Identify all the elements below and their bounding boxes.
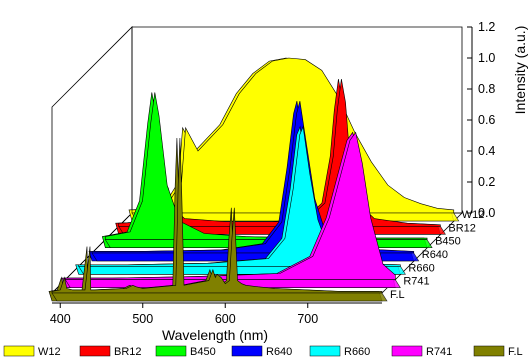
legend-swatch [391,345,423,357]
y-tick-label: 1.0 [478,51,495,65]
series-label: W12 [462,209,485,221]
series-ribbons [48,57,460,302]
legend-label: R741 [426,346,452,358]
legend-label: R660 [344,346,370,358]
legend: W12 BR12 B450 R640 R660 R741 F.L [3,345,523,358]
y-tick-label: 0.8 [478,82,495,96]
y-axis-title: Intensity (a.u.) [512,26,528,115]
series-area [78,125,401,267]
legend-label: F.L [508,346,523,358]
x-tick-label: 600 [215,312,236,326]
y-tick-label: 0.2 [478,175,495,189]
y-tick-label: 0.6 [478,113,495,127]
y-tick-label: 0.4 [478,144,495,158]
legend-label: B450 [190,346,216,358]
series-area [91,101,415,254]
series-area [64,131,396,280]
x-tick-label: 400 [50,312,71,326]
x-tick-label: 500 [132,312,153,326]
legend-swatch [309,345,341,357]
series-label: R640 [422,249,448,261]
axes: 400 500 600 700 0.0 0.2 0.4 0.6 0.8 1.0 1.2 [50,20,496,326]
y-tick-label: 1.2 [478,20,495,34]
legend-swatch [231,345,263,357]
legend-label: BR12 [114,346,142,358]
legend-swatch [3,345,35,357]
y-tick-label: 0.0 [478,206,495,220]
series-label: R660 [408,262,434,274]
series-base [51,292,388,302]
legend-swatch [473,345,505,357]
series-area [51,137,383,294]
legend-label: R640 [266,346,292,358]
legend-swatch [155,345,187,357]
x-tick-label: 700 [297,312,318,326]
series-label: BR12 [448,222,476,234]
x-axis-title: Wavelength (nm) [162,327,268,343]
series-label: R741 [403,276,429,288]
series-label: B450 [435,236,461,248]
legend-swatch [79,345,111,357]
legend-label: W12 [38,346,61,358]
series-fl [48,137,388,302]
series-label: F.L [390,289,405,301]
